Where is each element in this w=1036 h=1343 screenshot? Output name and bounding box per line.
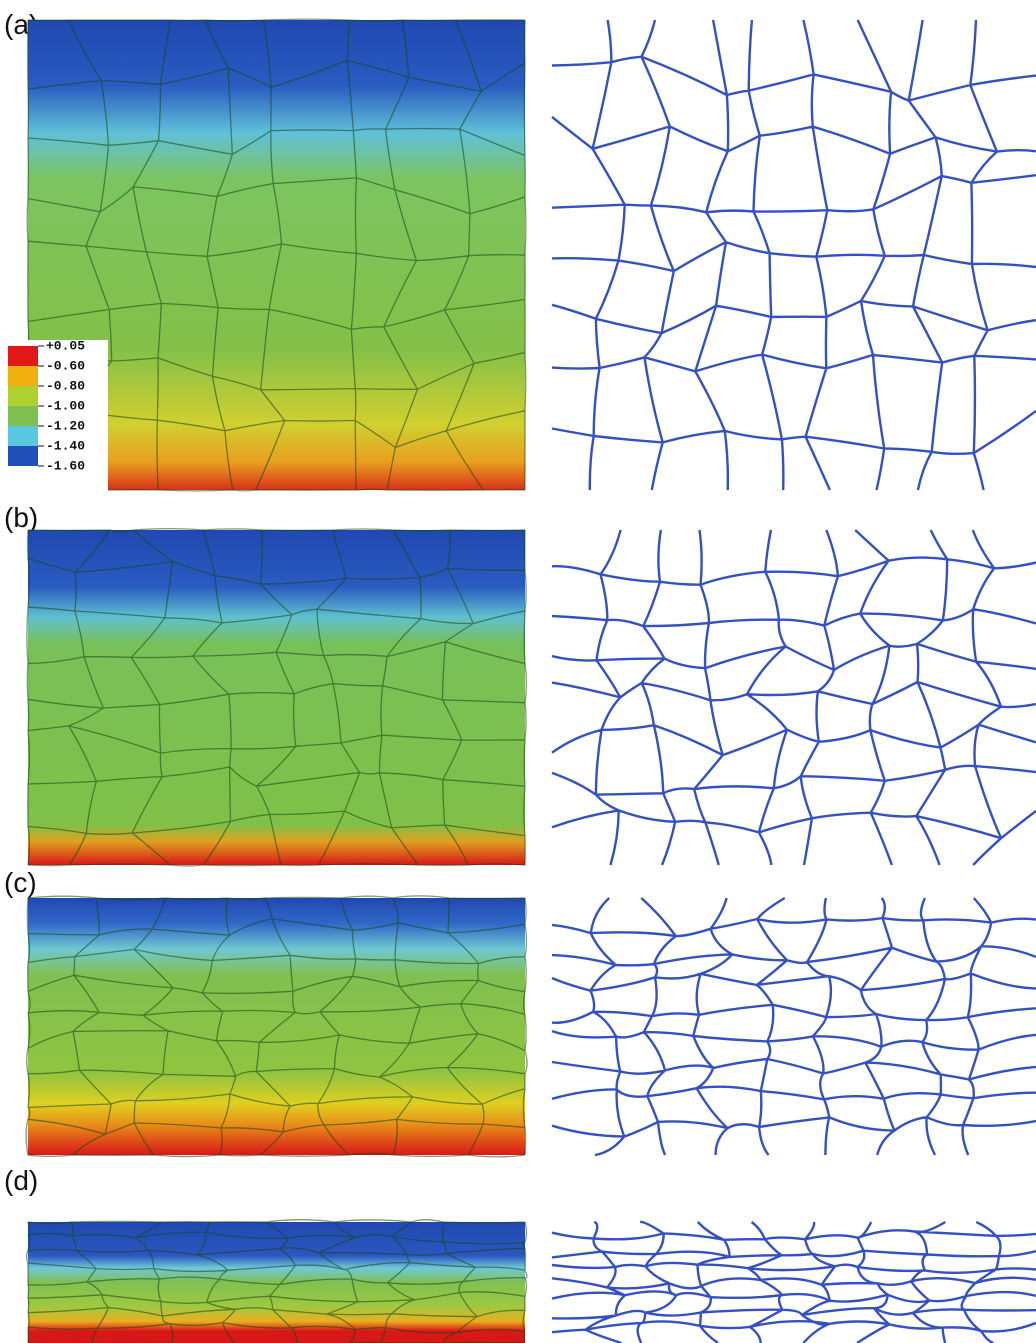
legend-label: -1.00 [46, 398, 85, 413]
panel-label: (d) [4, 1165, 38, 1196]
legend-swatch [8, 386, 38, 406]
panel-label: (c) [4, 867, 37, 898]
legend-swatch [8, 346, 38, 366]
deformed-grains [28, 898, 525, 1155]
grain-boundary-network [552, 1222, 1036, 1343]
legend-swatch [8, 366, 38, 386]
legend-swatch [8, 406, 38, 426]
legend-label: -0.60 [46, 358, 85, 373]
grain-boundary-network [552, 20, 1036, 490]
legend-label: -0.80 [46, 378, 85, 393]
legend-label: -1.20 [46, 418, 85, 433]
legend-label: -1.60 [46, 458, 85, 473]
legend-swatch [8, 446, 38, 466]
panel-label: (b) [4, 502, 38, 533]
legend-label: -1.40 [46, 438, 85, 453]
figure: (a) (b) (c) (d) +0.05-0.60-0.80-1.00-1.2… [0, 0, 1036, 1343]
grain-boundary-network [552, 530, 1036, 865]
legend-label: +0.05 [46, 338, 85, 353]
legend: +0.05 -0.60 -0.80 -1.00 -1.20 -1.40 -1.60 [4, 338, 108, 492]
legend-swatch [8, 426, 38, 446]
grain-boundary-network [552, 898, 1036, 1155]
